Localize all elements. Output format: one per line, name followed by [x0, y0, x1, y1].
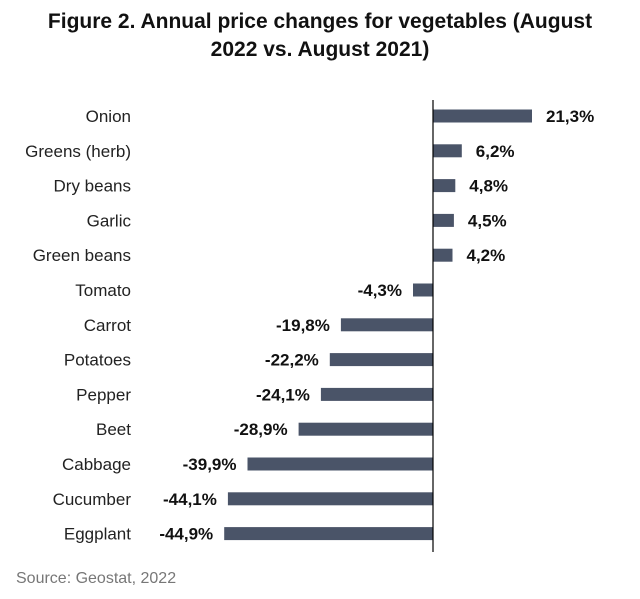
bar-greens-herb	[433, 144, 462, 158]
value-label: 4,2%	[467, 246, 506, 265]
value-label: -28,9%	[234, 420, 288, 439]
value-label: -44,9%	[159, 525, 213, 544]
category-label: Dry beans	[54, 177, 131, 196]
chart-title-line-1: Figure 2. Annual price changes for veget…	[47, 10, 593, 33]
value-label: 4,8%	[469, 177, 508, 196]
value-label: -22,2%	[265, 351, 319, 370]
category-label: Garlic	[87, 211, 132, 230]
bar-tomato	[413, 283, 433, 297]
bar-green-beans	[433, 248, 453, 262]
category-label: Cabbage	[62, 455, 131, 474]
bar-dry-beans	[433, 179, 456, 193]
category-label: Cucumber	[53, 490, 132, 509]
bar-carrot	[340, 318, 433, 332]
category-label: Potatoes	[64, 351, 131, 370]
value-label: 4,5%	[468, 211, 507, 230]
bar-onion	[433, 109, 532, 123]
bar-pepper	[320, 387, 433, 401]
category-label: Eggplant	[64, 525, 131, 544]
bar-eggplant	[224, 527, 433, 541]
bar-cabbage	[247, 457, 433, 471]
category-label: Beet	[96, 420, 131, 439]
category-label: Pepper	[76, 385, 131, 404]
value-label: -24,1%	[256, 385, 310, 404]
category-label: Greens (herb)	[25, 142, 131, 161]
category-label: Onion	[86, 107, 131, 126]
chart-title-line-2: 2022 vs. August 2021)	[210, 38, 430, 61]
value-label: -19,8%	[276, 316, 330, 335]
bar-cucumber	[227, 492, 433, 506]
category-label: Carrot	[84, 316, 132, 335]
source-note: Source: Geostat, 2022	[16, 570, 177, 587]
value-label: 6,2%	[476, 142, 515, 161]
value-label: -39,9%	[183, 455, 237, 474]
bar-garlic	[433, 213, 454, 227]
bar-beet	[298, 422, 433, 436]
value-label: -4,3%	[358, 281, 402, 300]
category-label: Green beans	[33, 246, 131, 265]
bar-potatoes	[329, 353, 433, 367]
category-label: Tomato	[75, 281, 131, 300]
value-label: 21,3%	[546, 107, 594, 126]
value-label: -44,1%	[163, 490, 217, 509]
